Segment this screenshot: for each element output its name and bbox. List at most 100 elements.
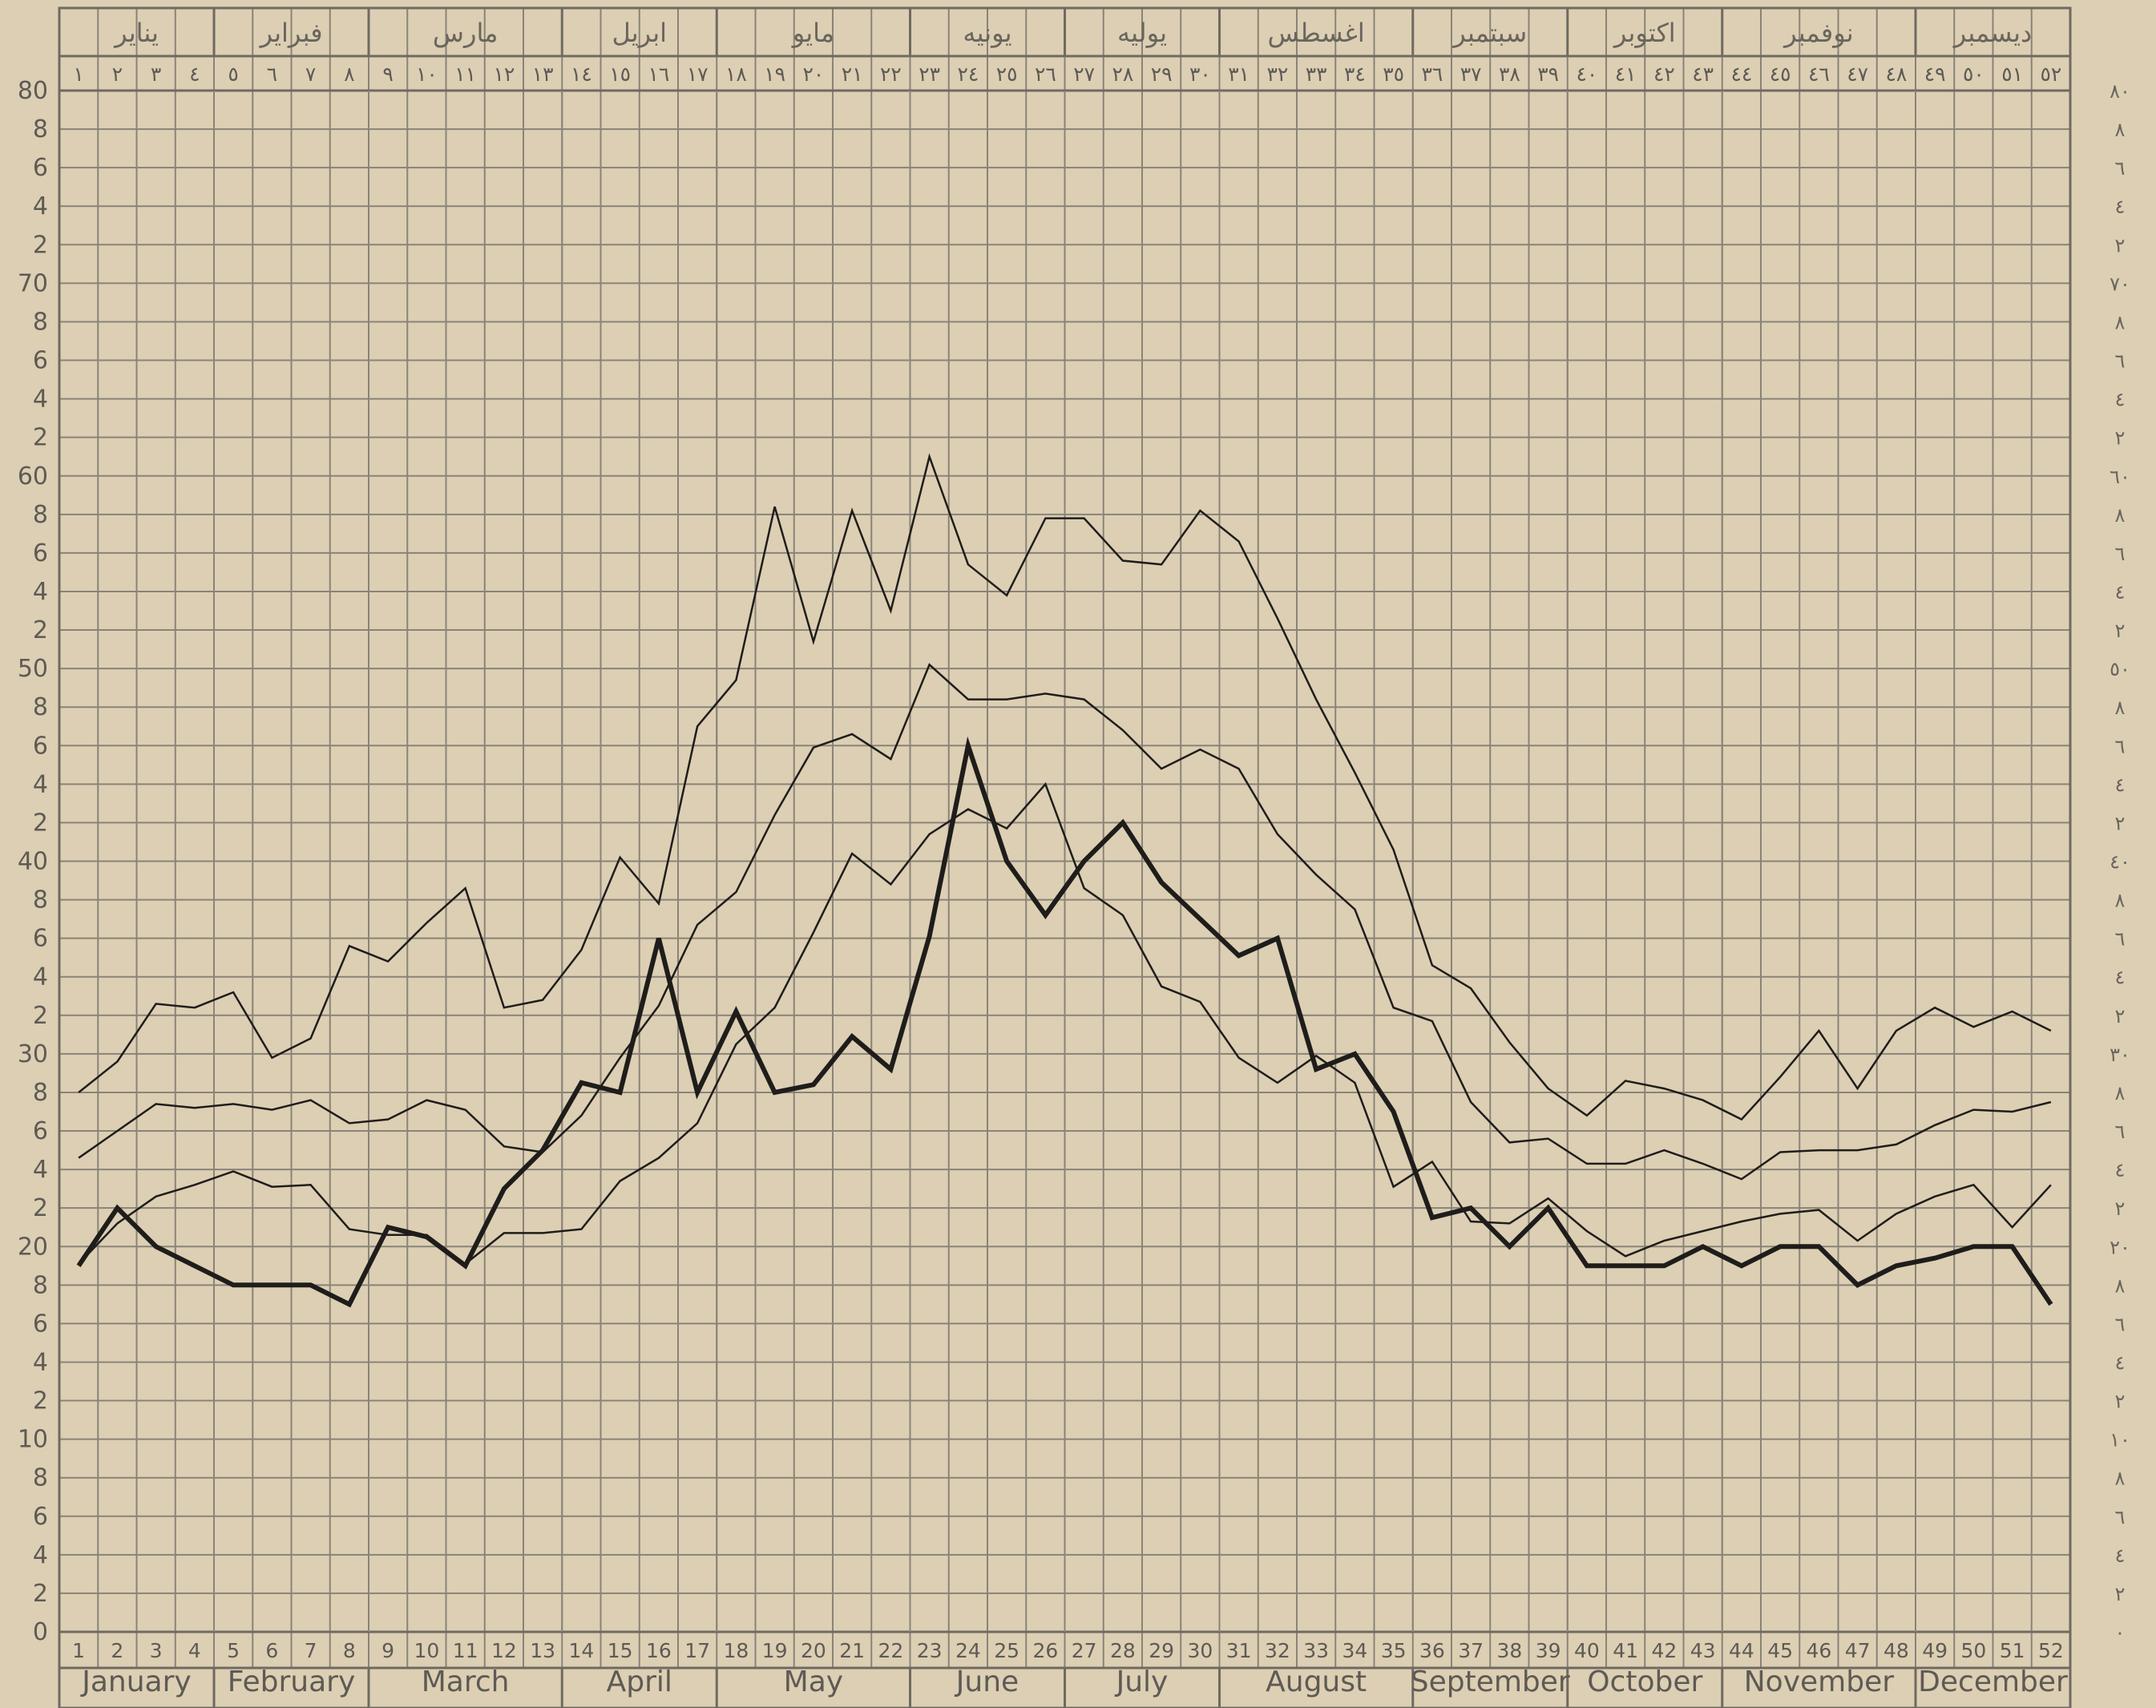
- week-label: 22: [878, 1639, 903, 1662]
- week-label-arabic: ٢٨: [1112, 63, 1133, 86]
- week-label-arabic: ١٢: [493, 63, 515, 86]
- y-tick-label: 8: [33, 1464, 48, 1492]
- week-label: 17: [684, 1639, 710, 1662]
- y-axis-left: 0 2 4 6 8 10 2 4 6 8 20 2 4 6 8 30 2 4 6 8 40 2 4 6 8 50 2 4 6 8 60 2 4 6…: [18, 77, 48, 1646]
- week-label: 24: [955, 1639, 981, 1662]
- week-label-arabic: ٤٥: [1770, 63, 1791, 86]
- y-tick-label-arabic: ٢: [2115, 1005, 2126, 1028]
- y-tick-label-arabic: ٤: [2115, 1351, 2126, 1374]
- week-label: 26: [1032, 1639, 1058, 1662]
- y-tick-label: 6: [33, 1117, 48, 1145]
- month-label-arabic: مارس: [433, 18, 498, 48]
- month-footer-english: January February March April May June July Augu…: [80, 1666, 2068, 1698]
- y-tick-label-arabic: ٨: [2115, 119, 2126, 141]
- week-label-arabic: ٢١: [842, 63, 863, 86]
- week-label-arabic: ٤٠: [1576, 63, 1597, 86]
- week-label-arabic: ٥٠: [1963, 63, 1984, 86]
- week-label: 11: [453, 1639, 478, 1662]
- week-label-arabic: ٣١: [1228, 63, 1250, 86]
- y-tick-label-arabic: ٤: [2115, 773, 2126, 796]
- week-label-arabic: ١١: [454, 63, 476, 86]
- y-tick-label-arabic: ٤: [2115, 581, 2126, 604]
- y-tick-label: 4: [33, 578, 48, 606]
- month-label-arabic: نوفمبر: [1783, 18, 1854, 48]
- series-line-4: [76, 736, 2053, 1308]
- y-tick-label: 6: [33, 1310, 48, 1338]
- y-tick-label-arabic: ٢٠: [2110, 1236, 2130, 1258]
- y-tick-label-arabic: ٦: [2115, 543, 2126, 565]
- week-label: 4: [188, 1639, 201, 1662]
- week-label: 31: [1226, 1639, 1252, 1662]
- y-tick-label-arabic: ٢: [2115, 812, 2126, 834]
- y-tick-label-arabic: ٨: [2115, 890, 2126, 912]
- week-label: 16: [646, 1639, 672, 1662]
- week-label: 29: [1149, 1639, 1174, 1662]
- y-tick-label-arabic: ٨: [2115, 1082, 2126, 1104]
- y-tick-label-arabic: ٦٠: [2110, 466, 2130, 488]
- y-tick-label-arabic: ٤: [2115, 1159, 2126, 1181]
- week-label-arabic: ٤٦: [1808, 63, 1830, 86]
- week-label: 30: [1187, 1639, 1213, 1662]
- y-tick-label-arabic: ٦: [2115, 928, 2126, 951]
- week-label: 9: [382, 1639, 394, 1662]
- y-tick-label-arabic: ٣٠: [2110, 1044, 2130, 1066]
- y-tick-label-arabic: ٧٠: [2110, 273, 2130, 295]
- week-label: 25: [994, 1639, 1019, 1662]
- week-label: 35: [1381, 1639, 1407, 1662]
- y-tick-label: 2: [33, 616, 48, 644]
- week-label: 41: [1613, 1639, 1638, 1662]
- week-label-arabic: ٣٣: [1306, 63, 1327, 86]
- y-tick-label: 20: [18, 1233, 48, 1261]
- y-tick-label: 8: [33, 693, 48, 721]
- week-label: 52: [2038, 1639, 2064, 1662]
- y-tick-label: 6: [33, 347, 48, 375]
- week-label: 1: [72, 1639, 85, 1662]
- week-label-arabic: ٣٢: [1266, 63, 1288, 86]
- week-label: 28: [1110, 1639, 1136, 1662]
- y-tick-label: 30: [18, 1040, 48, 1068]
- week-label: 21: [839, 1639, 865, 1662]
- y-tick-label: 6: [33, 732, 48, 760]
- month-label: June: [955, 1666, 1019, 1698]
- y-tick-label: 6: [33, 1503, 48, 1531]
- month-label-arabic: يوليه: [1117, 18, 1167, 48]
- week-label: 42: [1651, 1639, 1677, 1662]
- month-label: November: [1744, 1666, 1894, 1698]
- week-label-arabic: ٥: [228, 63, 238, 86]
- y-tick-label: 4: [33, 1348, 48, 1376]
- y-tick-label: 2: [33, 1387, 48, 1415]
- y-tick-label: 2: [33, 1580, 48, 1608]
- week-label: 39: [1536, 1639, 1561, 1662]
- y-tick-label-arabic: ٢: [2115, 427, 2126, 450]
- y-axis-right-arabic: ٠ ٢ ٤ ٦ ٨ ١٠ ٢ ٤ ٦ ٨ ٢٠ ٢ ٤ ٦ ٨ ٣٠ ٢ ٤ ٦ ٨ ٤٠ ٢ ٤ ٦ ٨ ٥٠ ٢ ٤ ٦ ٨ ٦٠ ٢ ٤ ٦…: [2110, 80, 2130, 1644]
- y-tick-label-arabic: ٨: [2115, 1468, 2126, 1490]
- week-label-arabic: ٣٥: [1383, 63, 1404, 86]
- month-label-arabic: اغسطس: [1268, 18, 1365, 48]
- y-tick-label-arabic: ٦: [2115, 1313, 2126, 1335]
- y-tick-label-arabic: ٨: [2115, 697, 2126, 719]
- y-tick-label-arabic: ٥٠: [2110, 658, 2130, 680]
- y-tick-label: 8: [33, 1271, 48, 1299]
- week-label: 49: [1922, 1639, 1948, 1662]
- week-label-arabic: ٩: [382, 63, 393, 86]
- week-label: 12: [491, 1639, 517, 1662]
- week-label-arabic: ٣٦: [1421, 63, 1443, 86]
- y-tick-label: 4: [33, 386, 48, 414]
- week-label-arabic: ١٩: [764, 63, 785, 86]
- week-label: 50: [1960, 1639, 1986, 1662]
- y-tick-label: 10: [18, 1426, 48, 1454]
- y-tick-label: 2: [33, 424, 48, 452]
- y-tick-label: 70: [18, 269, 48, 297]
- week-label: 38: [1496, 1639, 1522, 1662]
- week-label-arabic: ٢٤: [957, 63, 979, 86]
- week-label: 14: [568, 1639, 594, 1662]
- y-tick-label: 60: [18, 462, 48, 491]
- week-label: 8: [343, 1639, 356, 1662]
- week-label-arabic: ٤١: [1615, 63, 1637, 86]
- month-label: April: [607, 1666, 672, 1698]
- week-label: 27: [1072, 1639, 1097, 1662]
- week-label-arabic: ٤٨: [1885, 63, 1907, 86]
- week-label-arabic: ٢٦: [1035, 63, 1056, 86]
- week-label-arabic: ٢٣: [919, 63, 940, 86]
- y-tick-label-arabic: ٦: [2115, 350, 2126, 373]
